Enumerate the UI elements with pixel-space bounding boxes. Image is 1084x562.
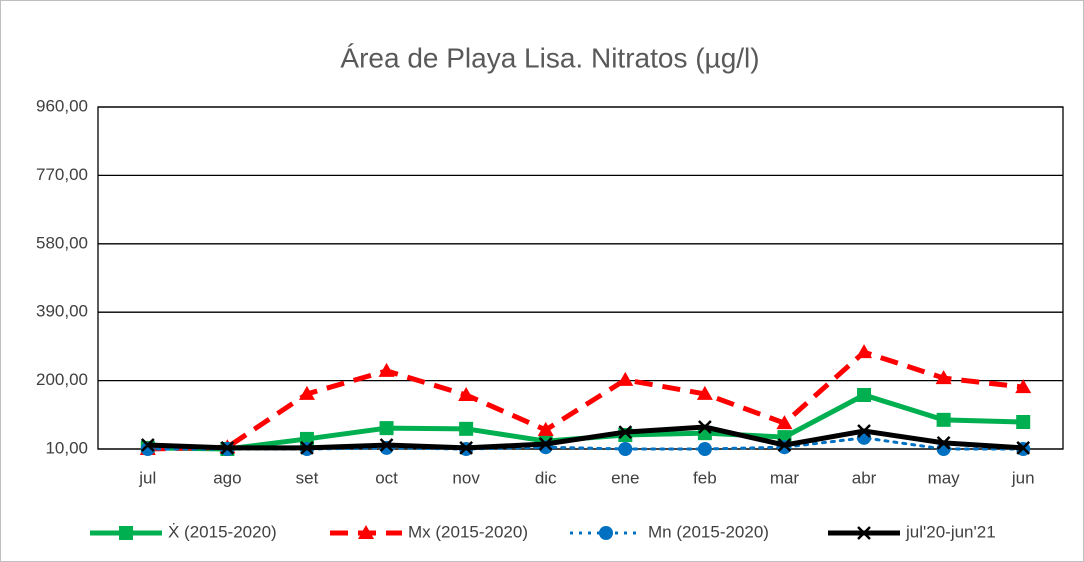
legend-label: Ẋ (2015-2020) <box>168 522 277 541</box>
y-tick-label: 960,00 <box>36 96 88 115</box>
legend-label: Mn (2015-2020) <box>648 522 769 541</box>
data-point <box>857 424 871 438</box>
data-point <box>1015 379 1032 394</box>
data-point <box>936 412 951 427</box>
data-point <box>220 441 235 455</box>
data-point <box>777 438 792 452</box>
data-point <box>379 421 394 436</box>
legend-marker <box>857 526 871 540</box>
data-point <box>936 435 951 450</box>
x-tick-label: mar <box>770 468 800 487</box>
data-point <box>459 421 474 436</box>
x-tick-label: set <box>296 468 319 487</box>
x-tick-label: jul <box>138 468 156 487</box>
data-point <box>618 425 633 439</box>
x-tick-label: nov <box>452 468 480 487</box>
data-point <box>458 387 475 401</box>
data-point <box>378 362 395 377</box>
x-tick-label: oct <box>375 468 398 487</box>
data-point <box>379 438 394 452</box>
series-line <box>147 424 1024 451</box>
data-point <box>537 421 554 436</box>
data-point <box>298 385 315 400</box>
y-tick-label: 580,00 <box>36 233 88 252</box>
x-tick-label: jun <box>1011 468 1035 487</box>
x-tick-label: dic <box>535 468 557 487</box>
data-point <box>776 415 793 430</box>
x-tick-label: abr <box>852 468 877 487</box>
data-point <box>299 431 314 446</box>
y-tick-label: 770,00 <box>36 165 88 184</box>
data-point <box>935 370 952 385</box>
legend-label: jul'20-jun'21 <box>905 522 996 541</box>
data-point <box>538 437 553 451</box>
data-point <box>140 438 155 452</box>
data-point <box>856 344 873 359</box>
data-point <box>857 388 872 402</box>
legend-marker <box>119 526 133 540</box>
data-point <box>697 442 712 456</box>
x-tick-label: feb <box>693 468 717 487</box>
data-point <box>300 441 314 455</box>
data-point <box>697 420 712 434</box>
legend-marker <box>358 525 374 539</box>
y-tick-label: 200,00 <box>36 370 88 389</box>
y-tick-label: 10,00 <box>45 438 88 457</box>
x-tick-label: ene <box>611 468 639 487</box>
data-point <box>617 371 634 386</box>
data-point <box>696 385 713 400</box>
data-point <box>618 442 633 456</box>
legend-label: Mx (2015-2020) <box>408 522 528 541</box>
data-point <box>1016 441 1031 455</box>
chart-title: Área de Playa Lisa. Nitratos (µg/l) <box>340 42 759 73</box>
x-tick-label: may <box>928 468 961 487</box>
y-tick-label: 390,00 <box>36 302 88 321</box>
data-point <box>1016 415 1031 429</box>
legend-marker <box>599 526 613 540</box>
data-point <box>459 441 474 455</box>
x-tick-label: ago <box>213 468 241 487</box>
